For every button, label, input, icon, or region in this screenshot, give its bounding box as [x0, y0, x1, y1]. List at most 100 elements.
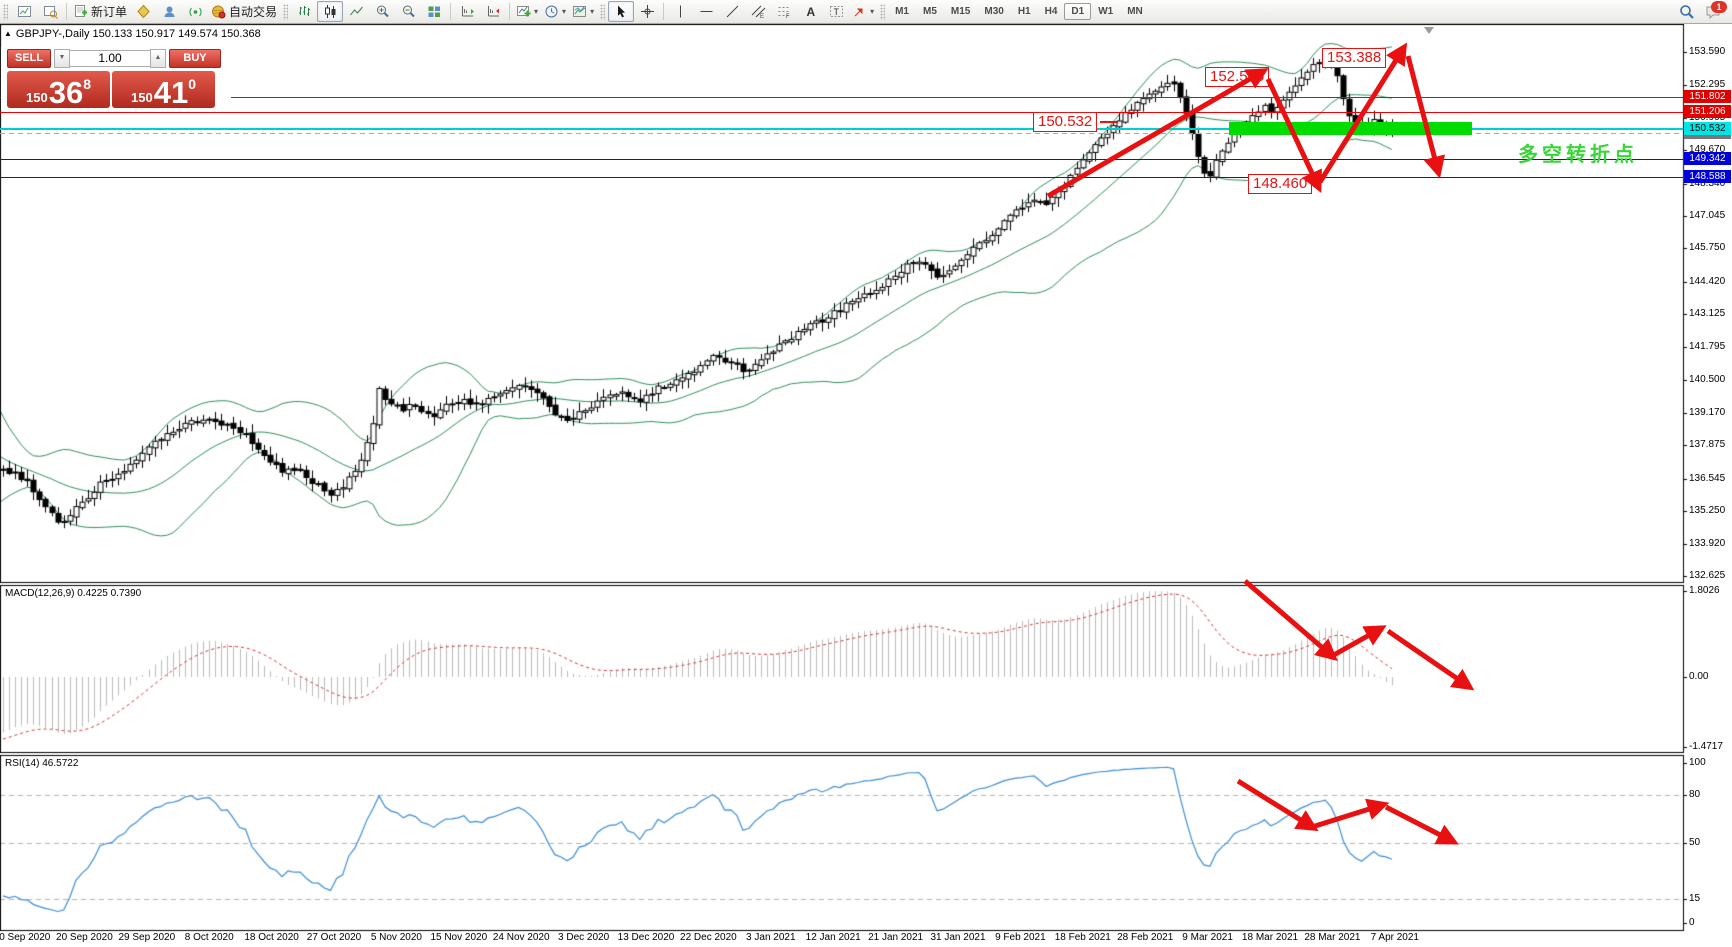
rsi-axis-label: 100 [1689, 757, 1706, 768]
price-badge-149.342: 149.342 [1684, 152, 1731, 165]
date-tick-label: 18 Feb 2021 [1054, 932, 1111, 943]
sell-button[interactable]: SELL [7, 49, 51, 68]
rsi-axis-label: 80 [1689, 789, 1701, 800]
chart-symbol-header: ▲ GBPJPY-,Daily 150.133 150.917 149.574 1… [4, 28, 261, 40]
search-button[interactable] [1674, 1, 1700, 22]
profiles-button[interactable] [37, 1, 63, 22]
dropdown-caret: ▾ [562, 6, 567, 16]
zoom-out-button[interactable] [395, 1, 421, 22]
price-chart-canvas[interactable] [0, 24, 1732, 947]
highlight-zone-object[interactable] [1229, 122, 1472, 135]
dropdown-caret: ▾ [870, 6, 875, 16]
timeframe-h1[interactable]: H1 [1017, 6, 1031, 17]
timeframe-h4[interactable]: H4 [1044, 6, 1058, 17]
collapse-trade-panel-icon[interactable]: ▲ [4, 29, 12, 38]
tile-windows-icon [427, 4, 442, 19]
price-badge-150.532: 150.532 [1684, 122, 1731, 135]
timeframe-m30[interactable]: M30 [984, 6, 1004, 17]
clock-icon [544, 4, 559, 19]
templates-button[interactable]: ▾ [569, 1, 597, 22]
trendline-tool-button[interactable] [719, 1, 745, 22]
toolbar-drag-handle[interactable] [880, 3, 886, 20]
tile-windows-button[interactable] [421, 1, 447, 22]
channel-tool-button[interactable]: E [745, 1, 771, 22]
date-tick-label: 10 Sep 2020 [0, 932, 51, 943]
timeframe-w1[interactable]: W1 [1098, 6, 1114, 17]
rsi-pane-label: RSI(14) 46.5722 [5, 758, 79, 769]
new-chart-button[interactable] [11, 1, 37, 22]
candlestick-chart-type-button[interactable] [317, 1, 344, 22]
macd-axis-label: 0.00 [1689, 671, 1709, 682]
periods-button[interactable]: ▾ [541, 1, 569, 22]
signals-button[interactable] [182, 1, 208, 22]
macd-axis-label: 1.8026 [1689, 585, 1720, 596]
annotation-price-label-148.460[interactable]: 148.460 [1248, 174, 1313, 194]
hline-object-150.368[interactable] [0, 133, 1683, 134]
rsi-axis-label: 50 [1689, 837, 1701, 848]
hline-object-149.342[interactable] [0, 159, 1683, 160]
bar-chart-type-button[interactable] [291, 1, 317, 22]
vertical-line-icon [673, 4, 688, 19]
new-order-button[interactable]: 新订单 [70, 1, 130, 22]
toolbar-drag-handle[interactable] [3, 3, 8, 20]
cursor-tool-button[interactable] [608, 1, 635, 22]
vertical-line-tool-button[interactable] [667, 1, 693, 22]
horizontal-line-tool-button[interactable] [693, 1, 719, 22]
zoom-in-button[interactable] [369, 1, 395, 22]
macd-pane-label: MACD(12,26,9) 0.4225 0.7390 [5, 588, 142, 599]
buy-price-box[interactable]: 150 41 0 [112, 71, 215, 108]
text-label-tool-button[interactable]: T [823, 1, 849, 22]
auto-scroll-icon [460, 4, 475, 19]
auto-trading-button[interactable]: 自动交易 [208, 1, 280, 22]
price-tick-label: 148.340 [1689, 178, 1726, 189]
indicators-button[interactable]: ▾ [513, 1, 541, 22]
hline-object-148.588[interactable] [0, 177, 1683, 178]
timeframe-m5[interactable]: M5 [923, 6, 937, 17]
notifications-button[interactable]: 1 [1700, 0, 1727, 22]
hline-object-151.802[interactable] [0, 97, 1683, 98]
new-order-label: 新订单 [91, 5, 128, 19]
new-chart-icon [17, 4, 32, 19]
toolbar-drag-handle[interactable] [600, 3, 606, 20]
line-chart-type-button[interactable] [343, 1, 369, 22]
volume-decrease-button[interactable]: ▼ [54, 49, 70, 68]
timeframe-m15[interactable]: M15 [950, 6, 971, 17]
toolbar-separator [450, 3, 452, 20]
hline-object-151.206[interactable] [0, 112, 1683, 113]
date-tick-label: 22 Dec 2020 [680, 932, 737, 943]
metaeditor-button[interactable] [130, 1, 156, 22]
chart-shift-marker[interactable] [1424, 27, 1434, 34]
annotation-price-label-152.555[interactable]: 152.555 [1205, 67, 1270, 87]
date-tick-label: 24 Nov 2020 [492, 932, 550, 943]
date-tick-label: 13 Dec 2020 [617, 932, 675, 943]
svg-text:F: F [786, 14, 790, 19]
fibonacci-tool-button[interactable]: F [771, 1, 797, 22]
symbol-ohlc-text: GBPJPY-,Daily 150.133 150.917 149.574 15… [15, 28, 261, 40]
hline-object-150.532[interactable] [0, 128, 1683, 130]
sell-price-box[interactable]: 150 36 8 [7, 71, 110, 108]
price-tick-label: 137.875 [1689, 439, 1726, 450]
chart-shift-button[interactable] [480, 1, 506, 22]
buy-button[interactable]: BUY [169, 49, 221, 68]
mql5-community-button[interactable] [156, 1, 182, 22]
volume-increase-button[interactable]: ▲ [150, 49, 166, 68]
timeframe-d1[interactable]: D1 [1064, 3, 1092, 20]
arrows-tool-button[interactable]: ▾ [849, 1, 877, 22]
line-chart-icon [349, 4, 364, 19]
annotation-price-label-150.532[interactable]: 150.532 [1033, 112, 1098, 132]
annotation-price-label-153.388[interactable]: 153.388 [1322, 48, 1387, 68]
svg-text:A: A [806, 5, 815, 19]
text-tool-button[interactable]: A [797, 1, 823, 22]
timeframe-mn[interactable]: MN [1127, 6, 1143, 17]
volume-input[interactable]: 1.00 [70, 50, 150, 67]
price-tick-label: 147.045 [1689, 210, 1726, 221]
price-badge-151.802: 151.802 [1684, 90, 1731, 103]
toolbar-drag-handle[interactable] [283, 3, 289, 20]
auto-scroll-button[interactable] [454, 1, 480, 22]
date-tick-label: 18 Oct 2020 [244, 932, 299, 943]
crosshair-tool-button[interactable] [634, 1, 660, 22]
timeframe-m1[interactable]: M1 [895, 6, 909, 17]
bull-bear-turning-point-note[interactable]: 多空转折点 [1518, 144, 1638, 166]
buy-price-prefix: 150 [131, 89, 153, 105]
templates-icon [572, 4, 587, 19]
